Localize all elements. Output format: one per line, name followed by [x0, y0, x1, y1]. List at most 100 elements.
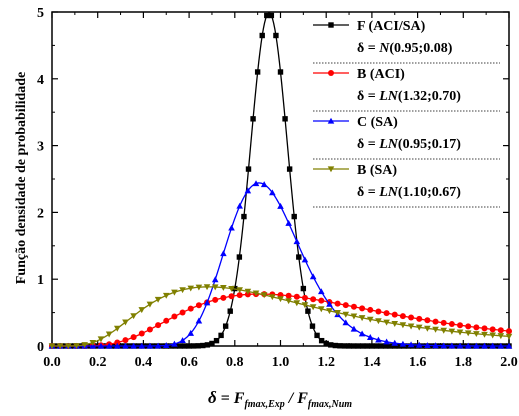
series-point [228, 224, 235, 231]
series-point [416, 315, 423, 322]
series-point [220, 284, 227, 291]
series-point [97, 336, 105, 343]
series-point [177, 343, 183, 349]
series-point [497, 333, 505, 340]
series-point [346, 343, 352, 349]
series-point [146, 301, 154, 308]
series-point [464, 330, 472, 337]
series-point [187, 305, 194, 312]
series-point [440, 327, 448, 334]
series-point [236, 292, 243, 299]
series-point [105, 342, 113, 349]
series-point [310, 296, 317, 303]
series-point [277, 202, 284, 209]
series-point [301, 302, 309, 309]
series-point [424, 342, 431, 349]
series-point [48, 343, 56, 350]
series-point [56, 343, 64, 350]
y-tick-label: 0 [37, 340, 44, 355]
x-axis-label: δ = Ffmax,Exp / Ffmax,Num [208, 388, 352, 410]
series-point [130, 342, 137, 349]
series-point [212, 296, 219, 303]
series-point [318, 297, 325, 304]
series-point [448, 342, 456, 349]
y-tick-label: 2 [37, 206, 44, 221]
series-point [456, 342, 464, 349]
series-point [285, 219, 292, 226]
series-point [383, 310, 390, 317]
x-tick-label: 0.0 [43, 355, 61, 370]
series-point [154, 342, 162, 349]
legend-dist-label: δ = LN(1.32;0.70) [357, 89, 461, 104]
series-point [282, 116, 288, 122]
series-point [405, 343, 412, 349]
series-point [273, 32, 279, 39]
series-point [220, 250, 227, 257]
series-point [162, 342, 170, 349]
series-point [114, 339, 121, 346]
series-point [342, 302, 349, 309]
y-axis-label-group: Função densidade de probabilidade [14, 72, 29, 285]
series-point [105, 331, 113, 338]
series-point [309, 323, 316, 329]
y-tick-label: 1 [37, 273, 44, 288]
legend-series-name: F (ACI/SA) [357, 19, 426, 34]
series-point [350, 303, 357, 310]
series-point [396, 343, 403, 349]
series-point [222, 323, 229, 329]
series-point [481, 342, 488, 349]
series-point [130, 313, 137, 320]
series-point [220, 294, 227, 301]
series-point [456, 329, 464, 336]
series-point [228, 293, 235, 300]
series-point [203, 299, 211, 306]
series-point [254, 69, 261, 75]
legend-marker [327, 117, 335, 124]
series-point [146, 342, 154, 349]
series-point [432, 326, 439, 333]
series-point [489, 342, 496, 349]
series-point [350, 343, 357, 349]
series-point [269, 189, 276, 196]
series-point [391, 321, 399, 327]
series-point [171, 313, 178, 320]
series-point [65, 343, 72, 350]
series-point [89, 339, 97, 346]
series-point [209, 340, 215, 347]
y-axis-label: Função densidade de probabilidade [14, 72, 29, 285]
series-point [204, 342, 211, 348]
series-point [277, 69, 284, 75]
series-point [369, 343, 375, 349]
series-point [113, 342, 121, 349]
x-tick-label: 0.2 [89, 355, 107, 370]
series-point [268, 12, 275, 19]
x-tick-label: 2.0 [500, 355, 518, 370]
series-point [244, 187, 252, 194]
series-point [314, 332, 320, 339]
x-label-delta: δ [208, 388, 217, 407]
series-point [366, 334, 374, 340]
series-point [355, 343, 361, 349]
legend: F (ACI/SA) δ = N(0.95;0.08) B (ACI) δ = LN(… [313, 19, 500, 208]
series-point [457, 322, 464, 329]
series-point [301, 256, 309, 263]
series-point [138, 342, 146, 349]
series-point [448, 328, 456, 335]
series-point [505, 333, 513, 340]
series-point [360, 343, 366, 349]
series-point [228, 285, 235, 292]
series-3 [48, 284, 513, 350]
series-point [200, 342, 206, 349]
series-point [424, 317, 431, 324]
series-1 [49, 291, 512, 349]
y-tick-label: 5 [37, 6, 44, 21]
series-point [375, 308, 382, 315]
series-point [367, 306, 374, 313]
series-point [448, 321, 455, 328]
series-point [122, 319, 129, 326]
series-point [73, 343, 80, 350]
series-point [481, 325, 488, 332]
series-point [366, 316, 374, 323]
series-point [505, 342, 513, 349]
series-point [318, 306, 325, 313]
